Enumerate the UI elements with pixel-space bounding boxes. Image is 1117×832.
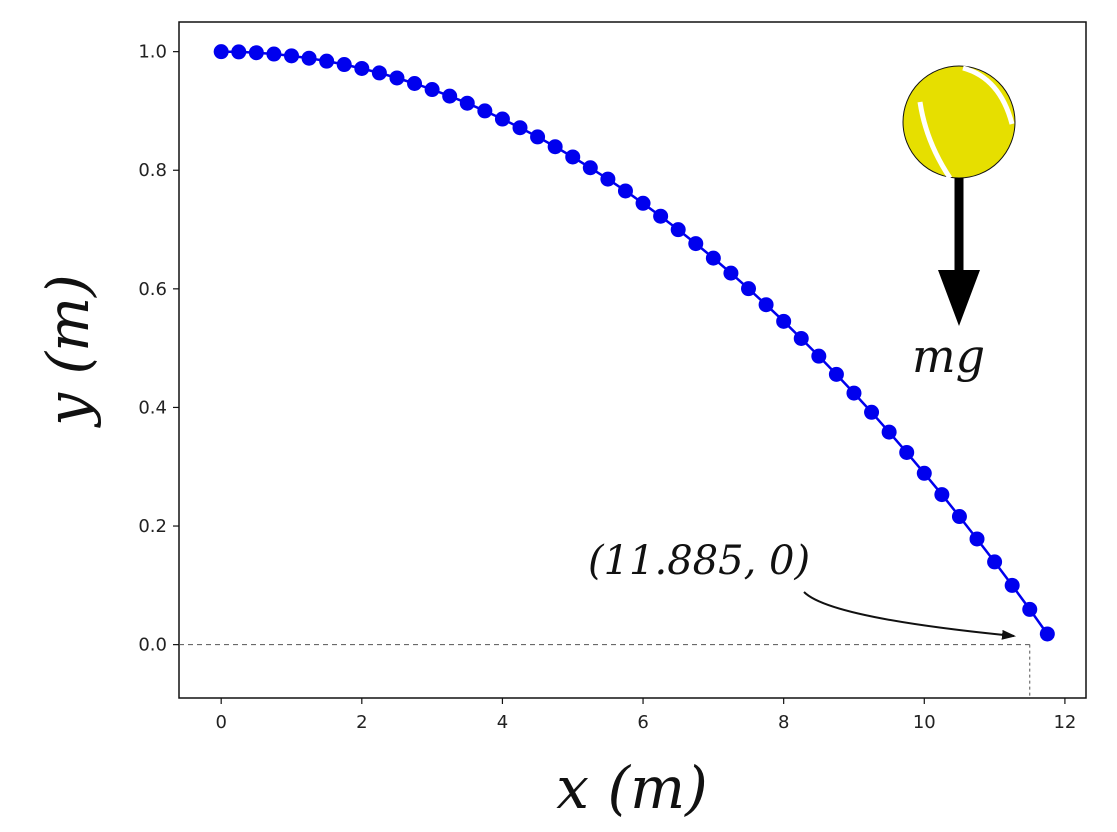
trajectory-point <box>846 385 862 401</box>
trajectory-point <box>987 554 1003 570</box>
trajectory-point <box>670 222 686 238</box>
trajectory-point <box>635 195 651 211</box>
trajectory-point <box>283 48 299 64</box>
trajectory-point <box>459 95 475 111</box>
trajectory-point <box>371 65 387 81</box>
trajectory-point <box>336 57 352 73</box>
trajectory-point <box>582 160 598 176</box>
trajectory-point <box>477 103 493 119</box>
trajectory-point <box>899 444 915 460</box>
force-label: mg <box>912 329 985 383</box>
x-tick-label: 4 <box>497 712 508 733</box>
trajectory-point <box>793 330 809 346</box>
trajectory-point <box>776 313 792 329</box>
trajectory-point <box>389 70 405 86</box>
trajectory-point <box>547 139 563 155</box>
x-tick-label: 10 <box>913 712 936 733</box>
trajectory-point <box>617 183 633 199</box>
y-tick-label: 0.6 <box>138 279 167 300</box>
trajectory-point <box>705 250 721 266</box>
force-arrow-head <box>938 270 980 326</box>
trajectory-point <box>231 44 247 60</box>
trajectory-point <box>354 60 370 76</box>
x-axis-title: x (m) <box>556 754 707 822</box>
y-axis-title: y (m) <box>34 274 102 428</box>
x-tick-label: 2 <box>356 712 367 733</box>
trajectory-point <box>213 44 229 60</box>
trajectory-point <box>494 111 510 127</box>
tennis-ball-icon <box>902 65 1016 180</box>
trajectory-point <box>951 509 967 525</box>
trajectory-point <box>864 404 880 420</box>
trajectory-point <box>266 46 282 62</box>
y-tick-label: 0.8 <box>138 160 167 181</box>
trajectory-point <box>916 465 932 481</box>
y-tick-label: 0.2 <box>138 516 167 537</box>
y-tick-label: 0.4 <box>138 397 167 418</box>
trajectory-point <box>565 149 581 165</box>
trajectory-point <box>600 171 616 187</box>
trajectory-point <box>248 45 264 61</box>
trajectory-point <box>653 208 669 224</box>
trajectory-point <box>1039 626 1055 642</box>
annotation-arrow <box>803 591 1016 640</box>
trajectory-point <box>1022 601 1038 617</box>
y-tick-label: 1.0 <box>138 42 167 63</box>
trajectory-point <box>512 120 528 136</box>
trajectory-point <box>688 236 704 252</box>
trajectory-point <box>881 424 897 440</box>
trajectory-point <box>530 129 546 145</box>
trajectory-point <box>407 75 423 91</box>
trajectory-point <box>1004 577 1020 593</box>
plot-area-frame <box>178 21 1087 699</box>
trajectory-point <box>301 50 317 66</box>
x-tick-label: 0 <box>215 712 226 733</box>
x-tick-label: 6 <box>637 712 648 733</box>
trajectory-point <box>424 82 440 98</box>
trajectory-point <box>319 53 335 69</box>
x-tick-label: 12 <box>1053 712 1076 733</box>
annotation-label: (11.885, 0) <box>588 538 810 584</box>
x-tick-label: 8 <box>778 712 789 733</box>
trajectory-point <box>758 297 774 313</box>
trajectory-point <box>723 265 739 281</box>
trajectory-point <box>442 88 458 104</box>
trajectory-point <box>811 348 827 364</box>
trajectory-point <box>828 366 844 382</box>
trajectory-point <box>969 531 985 547</box>
trajectory-point <box>741 281 757 297</box>
y-tick-label: 0.0 <box>138 635 167 656</box>
trajectory-point <box>934 487 950 503</box>
